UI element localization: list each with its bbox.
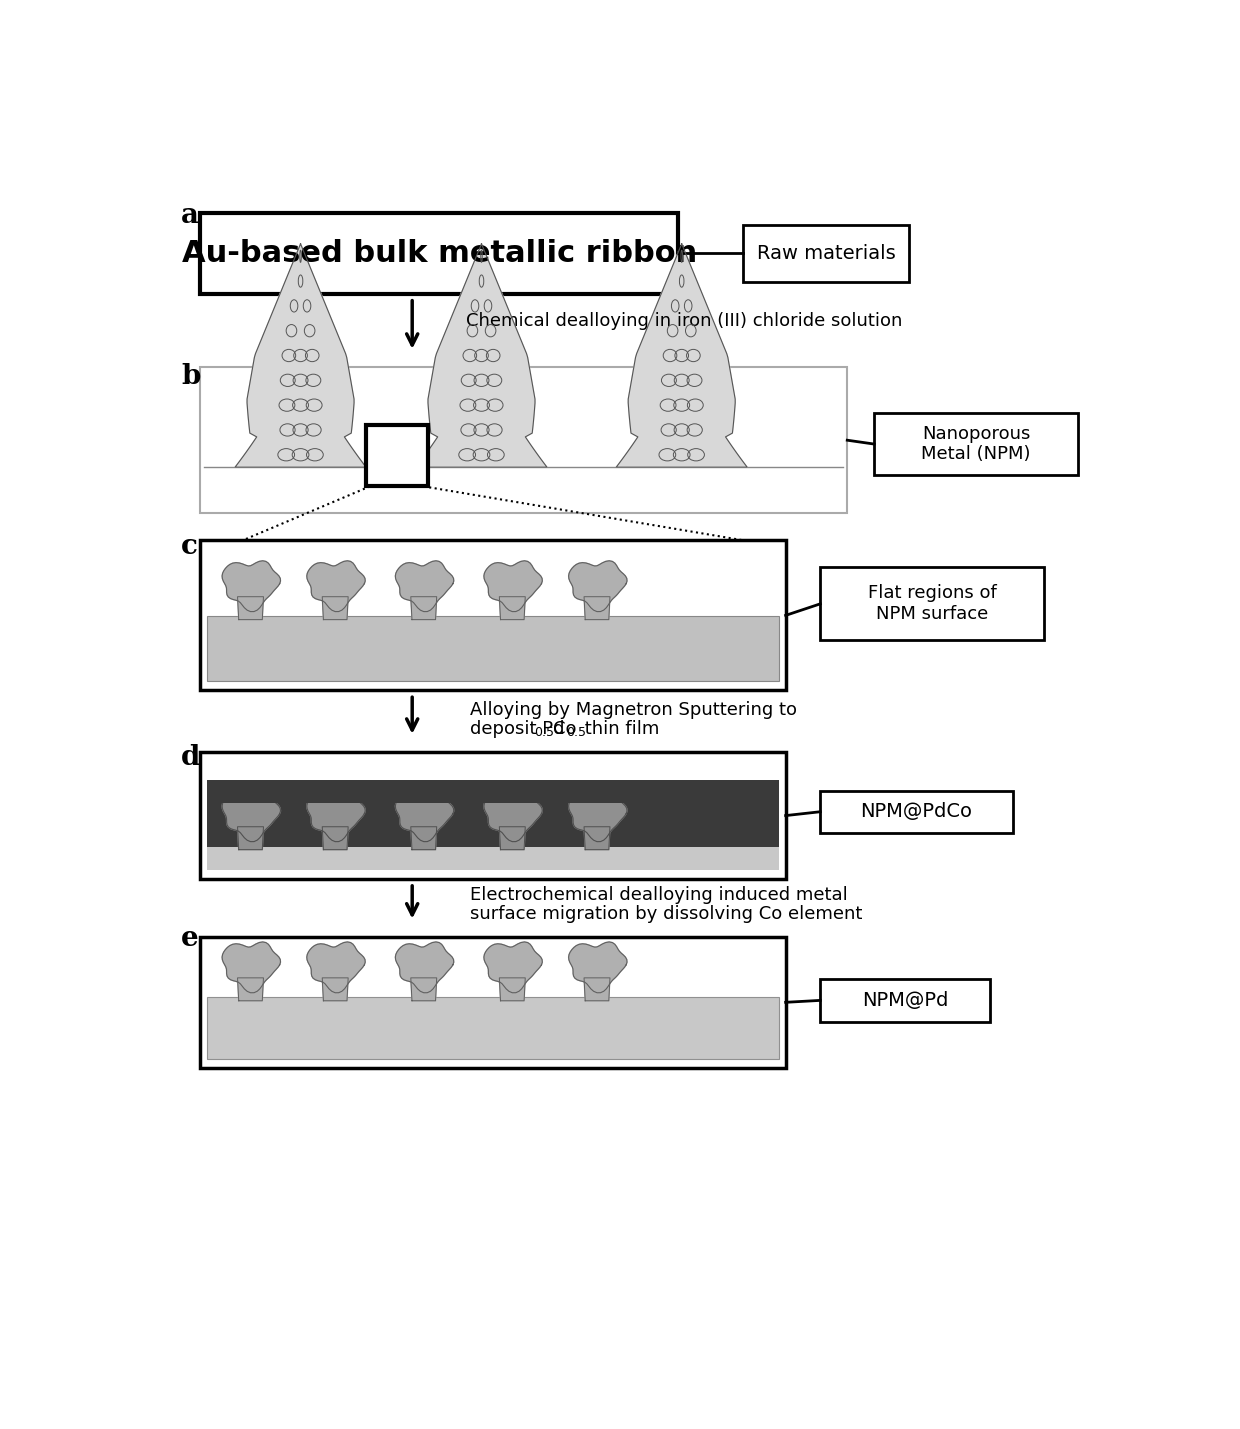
Polygon shape xyxy=(410,827,436,850)
Text: Nanoporous
Metal (NPM): Nanoporous Metal (NPM) xyxy=(921,424,1030,463)
Polygon shape xyxy=(396,790,454,842)
Polygon shape xyxy=(238,597,263,620)
Text: a: a xyxy=(181,201,200,229)
Polygon shape xyxy=(500,977,526,1000)
FancyBboxPatch shape xyxy=(207,803,780,847)
Polygon shape xyxy=(410,597,436,620)
Polygon shape xyxy=(306,790,366,842)
Polygon shape xyxy=(500,597,526,620)
Polygon shape xyxy=(322,977,348,1000)
Polygon shape xyxy=(484,942,542,993)
FancyBboxPatch shape xyxy=(207,997,780,1059)
Text: c: c xyxy=(181,533,198,560)
Polygon shape xyxy=(322,827,348,850)
Polygon shape xyxy=(222,560,280,612)
Polygon shape xyxy=(500,827,526,850)
FancyBboxPatch shape xyxy=(821,979,990,1022)
Polygon shape xyxy=(222,942,280,993)
FancyBboxPatch shape xyxy=(207,616,780,682)
Polygon shape xyxy=(410,977,436,1000)
Text: Au-based bulk metallic ribbon: Au-based bulk metallic ribbon xyxy=(181,239,697,269)
Polygon shape xyxy=(238,827,263,850)
Text: deposit Pd: deposit Pd xyxy=(470,720,564,737)
Polygon shape xyxy=(236,244,366,467)
Polygon shape xyxy=(569,560,627,612)
Polygon shape xyxy=(616,244,748,467)
Text: Alloying by Magnetron Sputtering to: Alloying by Magnetron Sputtering to xyxy=(470,700,797,719)
FancyBboxPatch shape xyxy=(743,224,909,283)
Polygon shape xyxy=(584,827,610,850)
Polygon shape xyxy=(484,560,542,612)
FancyBboxPatch shape xyxy=(201,540,786,690)
Text: Electrochemical dealloying induced metal: Electrochemical dealloying induced metal xyxy=(470,886,848,903)
Polygon shape xyxy=(396,560,454,612)
FancyBboxPatch shape xyxy=(201,367,847,513)
Text: Co: Co xyxy=(553,720,577,737)
FancyBboxPatch shape xyxy=(366,424,428,486)
Polygon shape xyxy=(569,942,627,993)
Text: Flat regions of
NPM surface: Flat regions of NPM surface xyxy=(868,584,996,623)
Polygon shape xyxy=(584,597,610,620)
FancyBboxPatch shape xyxy=(201,937,786,1067)
FancyBboxPatch shape xyxy=(207,780,780,803)
Polygon shape xyxy=(222,790,280,842)
Polygon shape xyxy=(584,977,610,1000)
Text: 0.5: 0.5 xyxy=(567,726,587,739)
Text: 0.5: 0.5 xyxy=(534,726,554,739)
Polygon shape xyxy=(396,942,454,993)
Polygon shape xyxy=(322,597,348,620)
FancyBboxPatch shape xyxy=(821,567,1044,640)
Text: e: e xyxy=(181,926,198,952)
FancyBboxPatch shape xyxy=(874,413,1079,474)
Text: Raw materials: Raw materials xyxy=(756,244,895,263)
Polygon shape xyxy=(238,977,263,1000)
Text: surface migration by dissolving Co element: surface migration by dissolving Co eleme… xyxy=(470,905,862,923)
Text: NPM@PdCo: NPM@PdCo xyxy=(861,802,972,822)
Polygon shape xyxy=(569,790,627,842)
Polygon shape xyxy=(306,942,366,993)
FancyBboxPatch shape xyxy=(821,790,1013,833)
Text: NPM@Pd: NPM@Pd xyxy=(862,990,949,1010)
FancyBboxPatch shape xyxy=(207,812,780,870)
FancyBboxPatch shape xyxy=(201,213,678,294)
Text: Chemical dealloying in iron (III) chloride solution: Chemical dealloying in iron (III) chlori… xyxy=(466,312,903,330)
Text: d: d xyxy=(181,745,201,772)
Polygon shape xyxy=(417,244,547,467)
FancyBboxPatch shape xyxy=(201,752,786,879)
Text: b: b xyxy=(181,363,201,390)
Polygon shape xyxy=(484,790,542,842)
Polygon shape xyxy=(306,560,366,612)
Text: thin film: thin film xyxy=(579,720,658,737)
